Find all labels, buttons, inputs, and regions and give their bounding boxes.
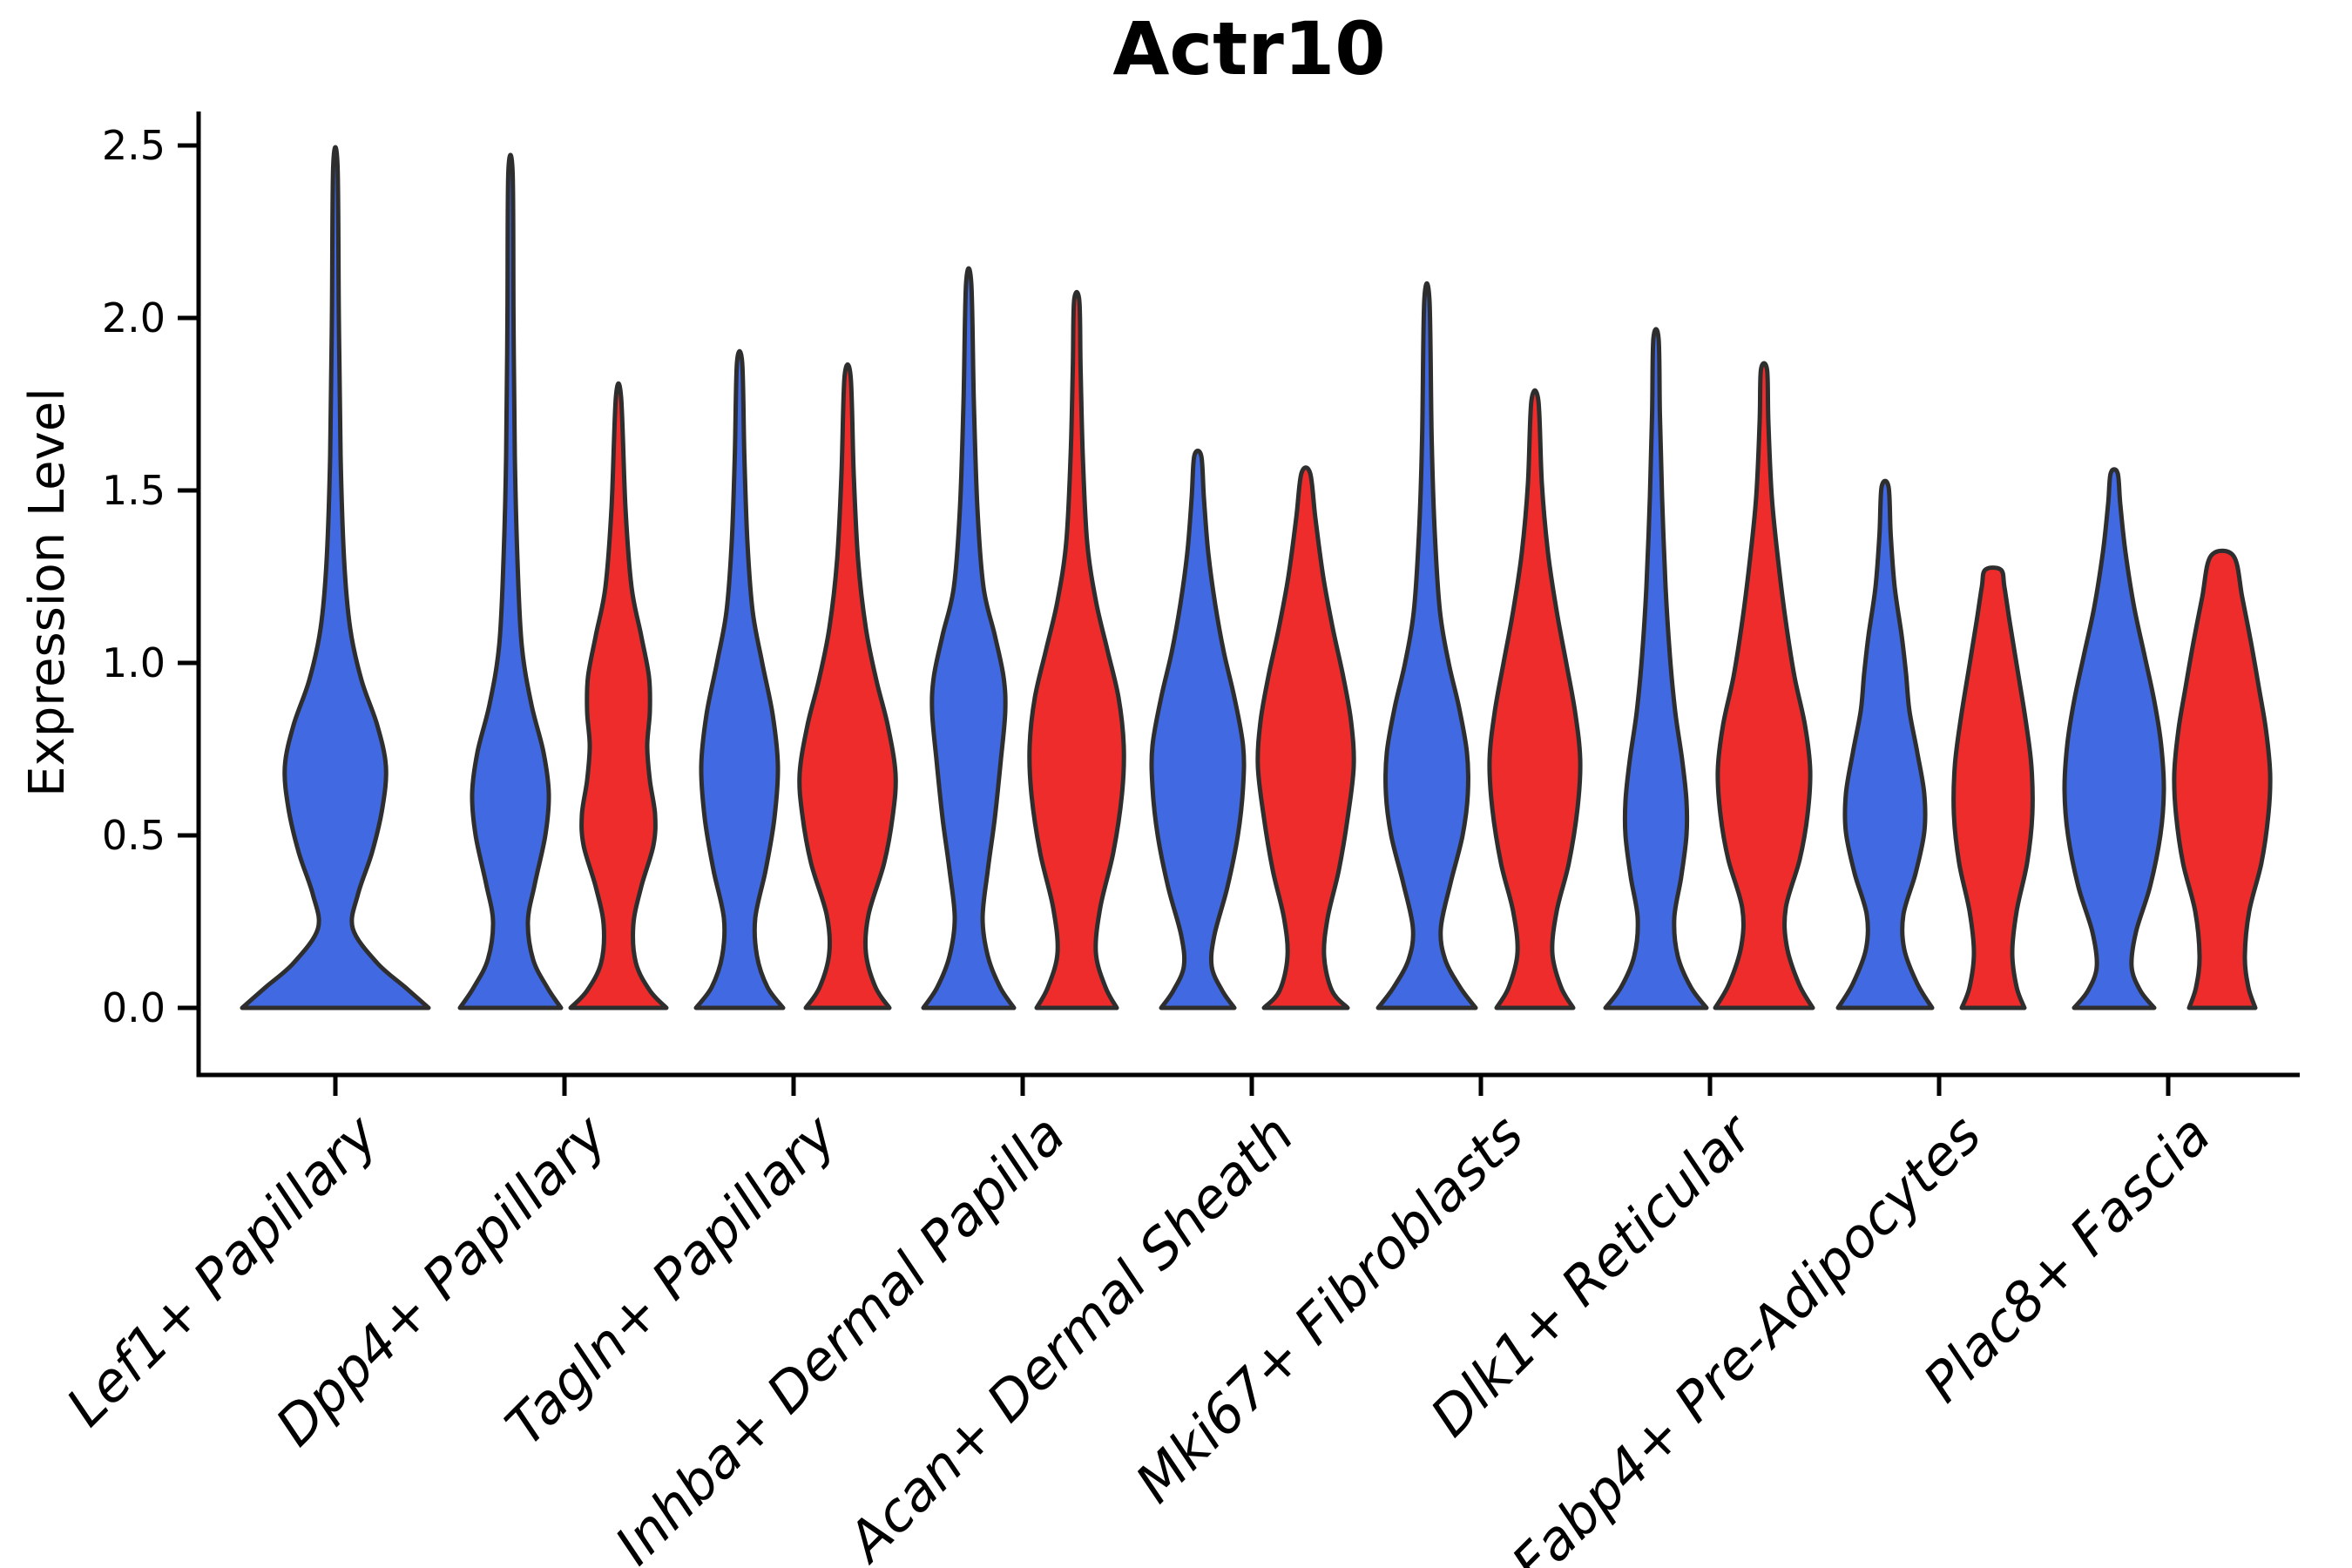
violin-plac8-red bbox=[2172, 548, 2273, 1010]
violin-tagln-red bbox=[797, 362, 898, 1010]
violin-dlk1-red bbox=[1713, 361, 1815, 1010]
violin-mki67-red bbox=[1487, 388, 1583, 1010]
violin-acan-red bbox=[1255, 465, 1356, 1010]
axes-spines bbox=[196, 112, 2300, 1078]
chart-title: Actr10 bbox=[1112, 6, 1386, 91]
violin-dlk1-blue bbox=[1603, 327, 1709, 1010]
violin-inhba-red bbox=[1027, 289, 1126, 1010]
y-tick-label: 1.0 bbox=[101, 639, 166, 686]
y-tick-label: 0.0 bbox=[101, 984, 166, 1031]
y-tick-label: 1.5 bbox=[101, 467, 166, 514]
violin-fabp4-blue bbox=[1835, 478, 1935, 1010]
violin-fabp4-red bbox=[1951, 565, 2035, 1010]
y-tick-label: 2.0 bbox=[101, 294, 166, 341]
violin-dpp4-blue bbox=[457, 152, 564, 1010]
y-tick-label: 2.5 bbox=[101, 122, 166, 169]
y-tick-label: 0.5 bbox=[101, 812, 166, 859]
violin-tagln-blue bbox=[693, 348, 786, 1010]
violin-mki67-blue bbox=[1375, 280, 1478, 1010]
violin-plac8-blue bbox=[2062, 467, 2166, 1010]
violin-acan-blue bbox=[1149, 449, 1247, 1010]
violin-inhba-blue bbox=[921, 266, 1017, 1010]
violin-dpp4-red bbox=[568, 381, 669, 1010]
violin-lef1-blue bbox=[240, 145, 431, 1010]
